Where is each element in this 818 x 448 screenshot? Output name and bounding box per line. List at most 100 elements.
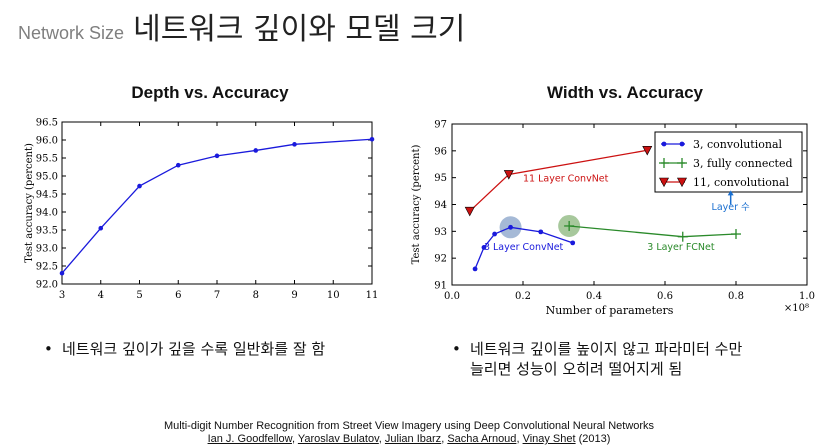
y-tick-label: 92.5 xyxy=(36,262,58,273)
depth-data-point xyxy=(253,148,259,153)
data-point xyxy=(731,229,741,240)
y-tick-label: 96.0 xyxy=(36,136,58,147)
x-tick-label: 0.0 xyxy=(444,291,460,302)
left-bullet: • 네트워크 깊이가 깊을 수록 일반화를 잘 함 xyxy=(44,339,326,359)
author-separator: , xyxy=(441,433,448,445)
x-tick-label: 3 xyxy=(59,290,65,301)
data-point xyxy=(570,240,576,246)
y-tick-label: 95.0 xyxy=(36,172,58,183)
legend-label: 3, convolutional xyxy=(693,138,783,151)
y-tick-label: 94.5 xyxy=(36,190,58,201)
right-bullet: • 네트워크 깊이를 높이지 않고 파라미터 수만 늘리면 성능이 오히려 떨어… xyxy=(452,339,743,379)
citation-authors: Ian J. Goodfellow, Yaroslav Bulatov, Jul… xyxy=(0,433,818,445)
series-line xyxy=(474,226,573,270)
data-point xyxy=(538,229,544,235)
title-prefix: Network Size xyxy=(18,23,125,43)
left-bullet-text: 네트워크 깊이가 깊을 수록 일반화를 잘 함 xyxy=(62,340,326,358)
y-tick-label: 94.0 xyxy=(36,208,58,219)
data-point xyxy=(503,170,514,180)
x-tick-label: 10 xyxy=(327,290,340,301)
data-point xyxy=(642,145,653,156)
depth-accuracy-chart: 3 4 5 6 7 8 9 10 11 92.0 92.5 93.0 93.5 94.0 94.5 95.0 9… xyxy=(24,118,379,302)
right-bullet-line1: 네트워크 깊이를 높이지 않고 파라미터 수만 xyxy=(470,340,743,358)
y-tick-label: 97 xyxy=(434,120,447,131)
citation-author[interactable]: Ian J. Goodfellow xyxy=(207,433,292,445)
depth-series-line xyxy=(61,138,373,274)
y-tick-label: 96.5 xyxy=(36,118,58,129)
data-point xyxy=(677,231,688,242)
x-tick-label: 0.6 xyxy=(657,291,673,302)
x-tick-label: 11 xyxy=(366,290,379,301)
y-tick-label: 92.0 xyxy=(36,280,58,291)
legend-label: 11, convolutional xyxy=(693,176,790,189)
citation-title: Multi-digit Number Recognition from Stre… xyxy=(163,420,655,432)
y-tick-label: 93 xyxy=(434,227,447,238)
x-tick-label: 0.2 xyxy=(515,291,531,302)
citation-year: (2013) xyxy=(575,433,611,445)
depth-data-point xyxy=(98,225,104,231)
depth-data-point xyxy=(175,162,181,168)
slide-title: Network Size 네트워크 깊이와 모델 크기 xyxy=(18,4,465,48)
y-tick-label: 96 xyxy=(434,146,447,157)
depth-data-point xyxy=(369,136,375,142)
depth-data-point xyxy=(214,153,220,159)
depth-data-point xyxy=(292,142,297,147)
y-axis-label: Test accuracy (percent) xyxy=(411,145,422,265)
y-tick-label: 91 xyxy=(434,281,447,292)
right-bullet-line2: 늘리면 성능이 오히려 떨어지게 됨 xyxy=(470,360,683,378)
width-accuracy-chart: 0.0 0.2 0.4 0.6 0.8 1.0 91 92 93 94 95 96 97 Number o… xyxy=(411,120,815,318)
data-point xyxy=(564,220,575,231)
data-point xyxy=(659,158,669,168)
y-tick-label: 93.5 xyxy=(36,226,58,237)
legend-label: 3, fully connected xyxy=(693,157,793,170)
data-point xyxy=(661,141,667,147)
y-tick-label: 92 xyxy=(434,254,447,265)
series-line xyxy=(569,225,737,238)
annotation-label: Layer 수 xyxy=(712,202,751,213)
x-tick-label: 0.8 xyxy=(728,291,744,302)
x-tick-label: 0.4 xyxy=(586,291,602,302)
x-multiplier: ×10⁸ xyxy=(784,303,809,314)
data-point xyxy=(464,206,475,217)
data-point xyxy=(659,177,669,188)
x-tick-label: 4 xyxy=(98,290,104,301)
x-tick-label: 9 xyxy=(291,290,297,301)
annotation-label: 3 Layer ConvNet xyxy=(484,242,564,253)
data-point xyxy=(677,158,687,168)
depth-data-point xyxy=(137,183,142,189)
x-tick-label: 6 xyxy=(175,290,181,301)
x-tick-label: 7 xyxy=(214,290,220,301)
y-tick-label: 95.5 xyxy=(36,154,58,165)
bullet-dot: • xyxy=(452,340,461,358)
x-tick-label: 1.0 xyxy=(799,291,815,302)
y-tick-label: 93.0 xyxy=(36,244,58,255)
author-separator: , xyxy=(378,433,385,445)
right-chart-heading: Width vs. Accuracy xyxy=(546,83,704,102)
citation-author[interactable]: Sacha Arnoud xyxy=(447,433,517,445)
annotation-label: 11 Layer ConvNet xyxy=(523,174,609,185)
title-main: 네트워크 깊이와 모델 크기 xyxy=(133,12,466,47)
y-tick-label: 94 xyxy=(434,200,447,211)
bullet-dot: • xyxy=(44,340,53,358)
x-axis-label: Number of parameters xyxy=(546,304,674,317)
x-tick-label: 5 xyxy=(136,290,142,301)
data-point xyxy=(481,245,487,250)
data-point xyxy=(472,266,478,272)
data-point xyxy=(508,224,513,230)
y-tick-label: 95 xyxy=(434,173,447,184)
data-point xyxy=(679,141,685,147)
author-separator: , xyxy=(291,433,298,445)
annotation-label: 3 Layer FCNet xyxy=(647,242,715,253)
left-chart-heading: Depth vs. Accuracy xyxy=(131,83,289,102)
y-axis-label: Test accuracy (percent) xyxy=(24,143,35,263)
citation-author[interactable]: Julian Ibarz xyxy=(384,433,442,445)
up-arrow-icon xyxy=(727,190,734,196)
citation-author[interactable]: Vinay Shet xyxy=(522,433,576,445)
depth-data-point xyxy=(59,270,65,276)
citation-author[interactable]: Yaroslav Bulatov xyxy=(297,433,379,445)
author-separator: , xyxy=(516,433,523,445)
data-point xyxy=(677,177,687,188)
data-point xyxy=(492,231,497,237)
x-tick-label: 8 xyxy=(253,290,259,301)
plot-frame xyxy=(61,121,373,285)
